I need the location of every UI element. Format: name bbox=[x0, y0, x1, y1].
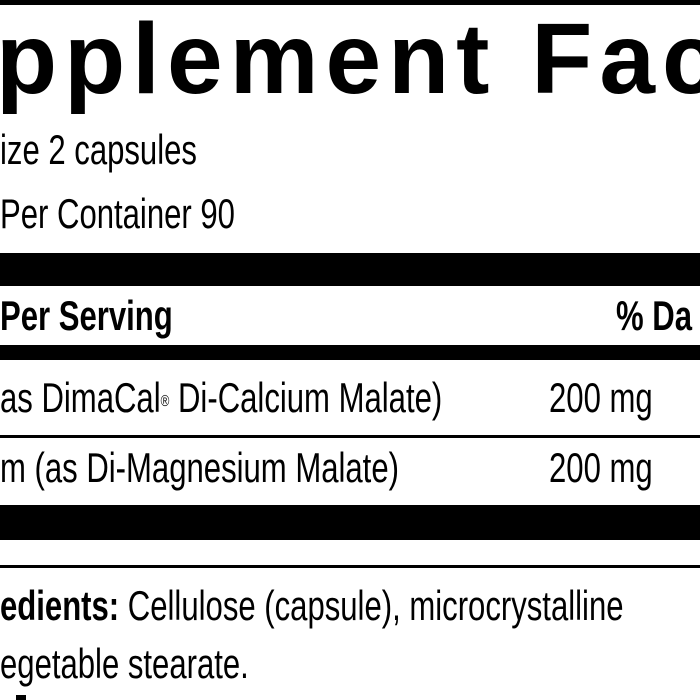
nutrient-amount: 200 mg bbox=[549, 444, 653, 491]
label-title: pplement Fac bbox=[0, 3, 700, 115]
serving-size: ize 2 capsules bbox=[0, 126, 197, 173]
servings-per-container: Per Container 90 bbox=[0, 190, 235, 237]
thick-rule bbox=[0, 253, 700, 286]
thin-rule bbox=[0, 435, 700, 438]
nutrient-row-calcium: as DimaCal® Di-Calcium Malate) bbox=[0, 374, 442, 422]
registered-mark: ® bbox=[160, 393, 170, 410]
amount-per-serving-header: Per Serving bbox=[0, 292, 173, 339]
ingredients-line-2: egetable stearate. bbox=[0, 640, 249, 687]
thin-rule bbox=[0, 565, 700, 568]
nutrient-name-rest: Di-Calcium Malate) bbox=[169, 374, 443, 421]
ingredients-label: edients: bbox=[0, 582, 120, 629]
cropped-glyph bbox=[16, 695, 26, 700]
nutrient-name: as DimaCal bbox=[0, 374, 161, 421]
ingredients-text: Cellulose (capsule), microcrystalline bbox=[119, 582, 624, 629]
other-ingredients: edients: Cellulose (capsule), microcryst… bbox=[0, 582, 624, 630]
thick-rule bbox=[0, 505, 700, 540]
medium-rule bbox=[0, 345, 700, 360]
nutrient-amount: 200 mg bbox=[549, 374, 653, 421]
nutrient-row-magnesium: m (as Di-Magnesium Malate) bbox=[0, 444, 399, 491]
top-rule bbox=[0, 0, 700, 5]
daily-value-header: % Da bbox=[616, 292, 693, 339]
